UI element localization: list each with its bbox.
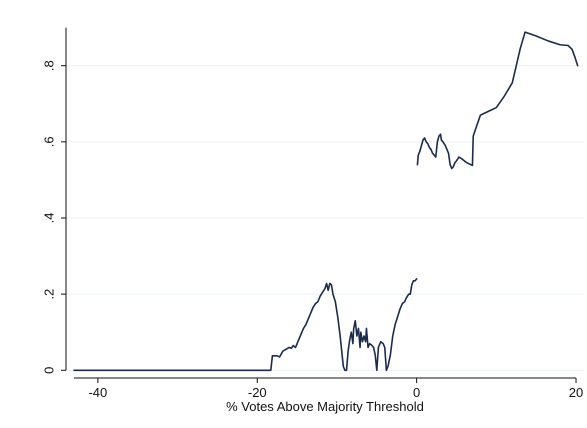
x-axis-title: % Votes Above Majority Threshold (226, 399, 424, 414)
series-line (416, 31, 579, 170)
x-tick-label: -20 (248, 385, 267, 400)
x-axis-ticks: -40 -20 0 20 (88, 378, 583, 400)
y-tick-label: .8 (42, 60, 57, 71)
y-tick-label: 0 (42, 367, 57, 374)
x-tick-label: -40 (88, 385, 107, 400)
grid-lines (66, 65, 584, 371)
y-axis-ticks: 0 .2 .4 .6 .8 (42, 60, 66, 374)
x-tick-label: 20 (569, 385, 583, 400)
y-tick-label: .4 (42, 213, 57, 224)
series-line (73, 278, 418, 372)
y-tick-label: .2 (42, 289, 57, 300)
x-tick-label: 0 (413, 385, 420, 400)
y-tick-label: .6 (42, 136, 57, 147)
plot-background (66, 20, 584, 376)
series-lines (73, 31, 579, 372)
